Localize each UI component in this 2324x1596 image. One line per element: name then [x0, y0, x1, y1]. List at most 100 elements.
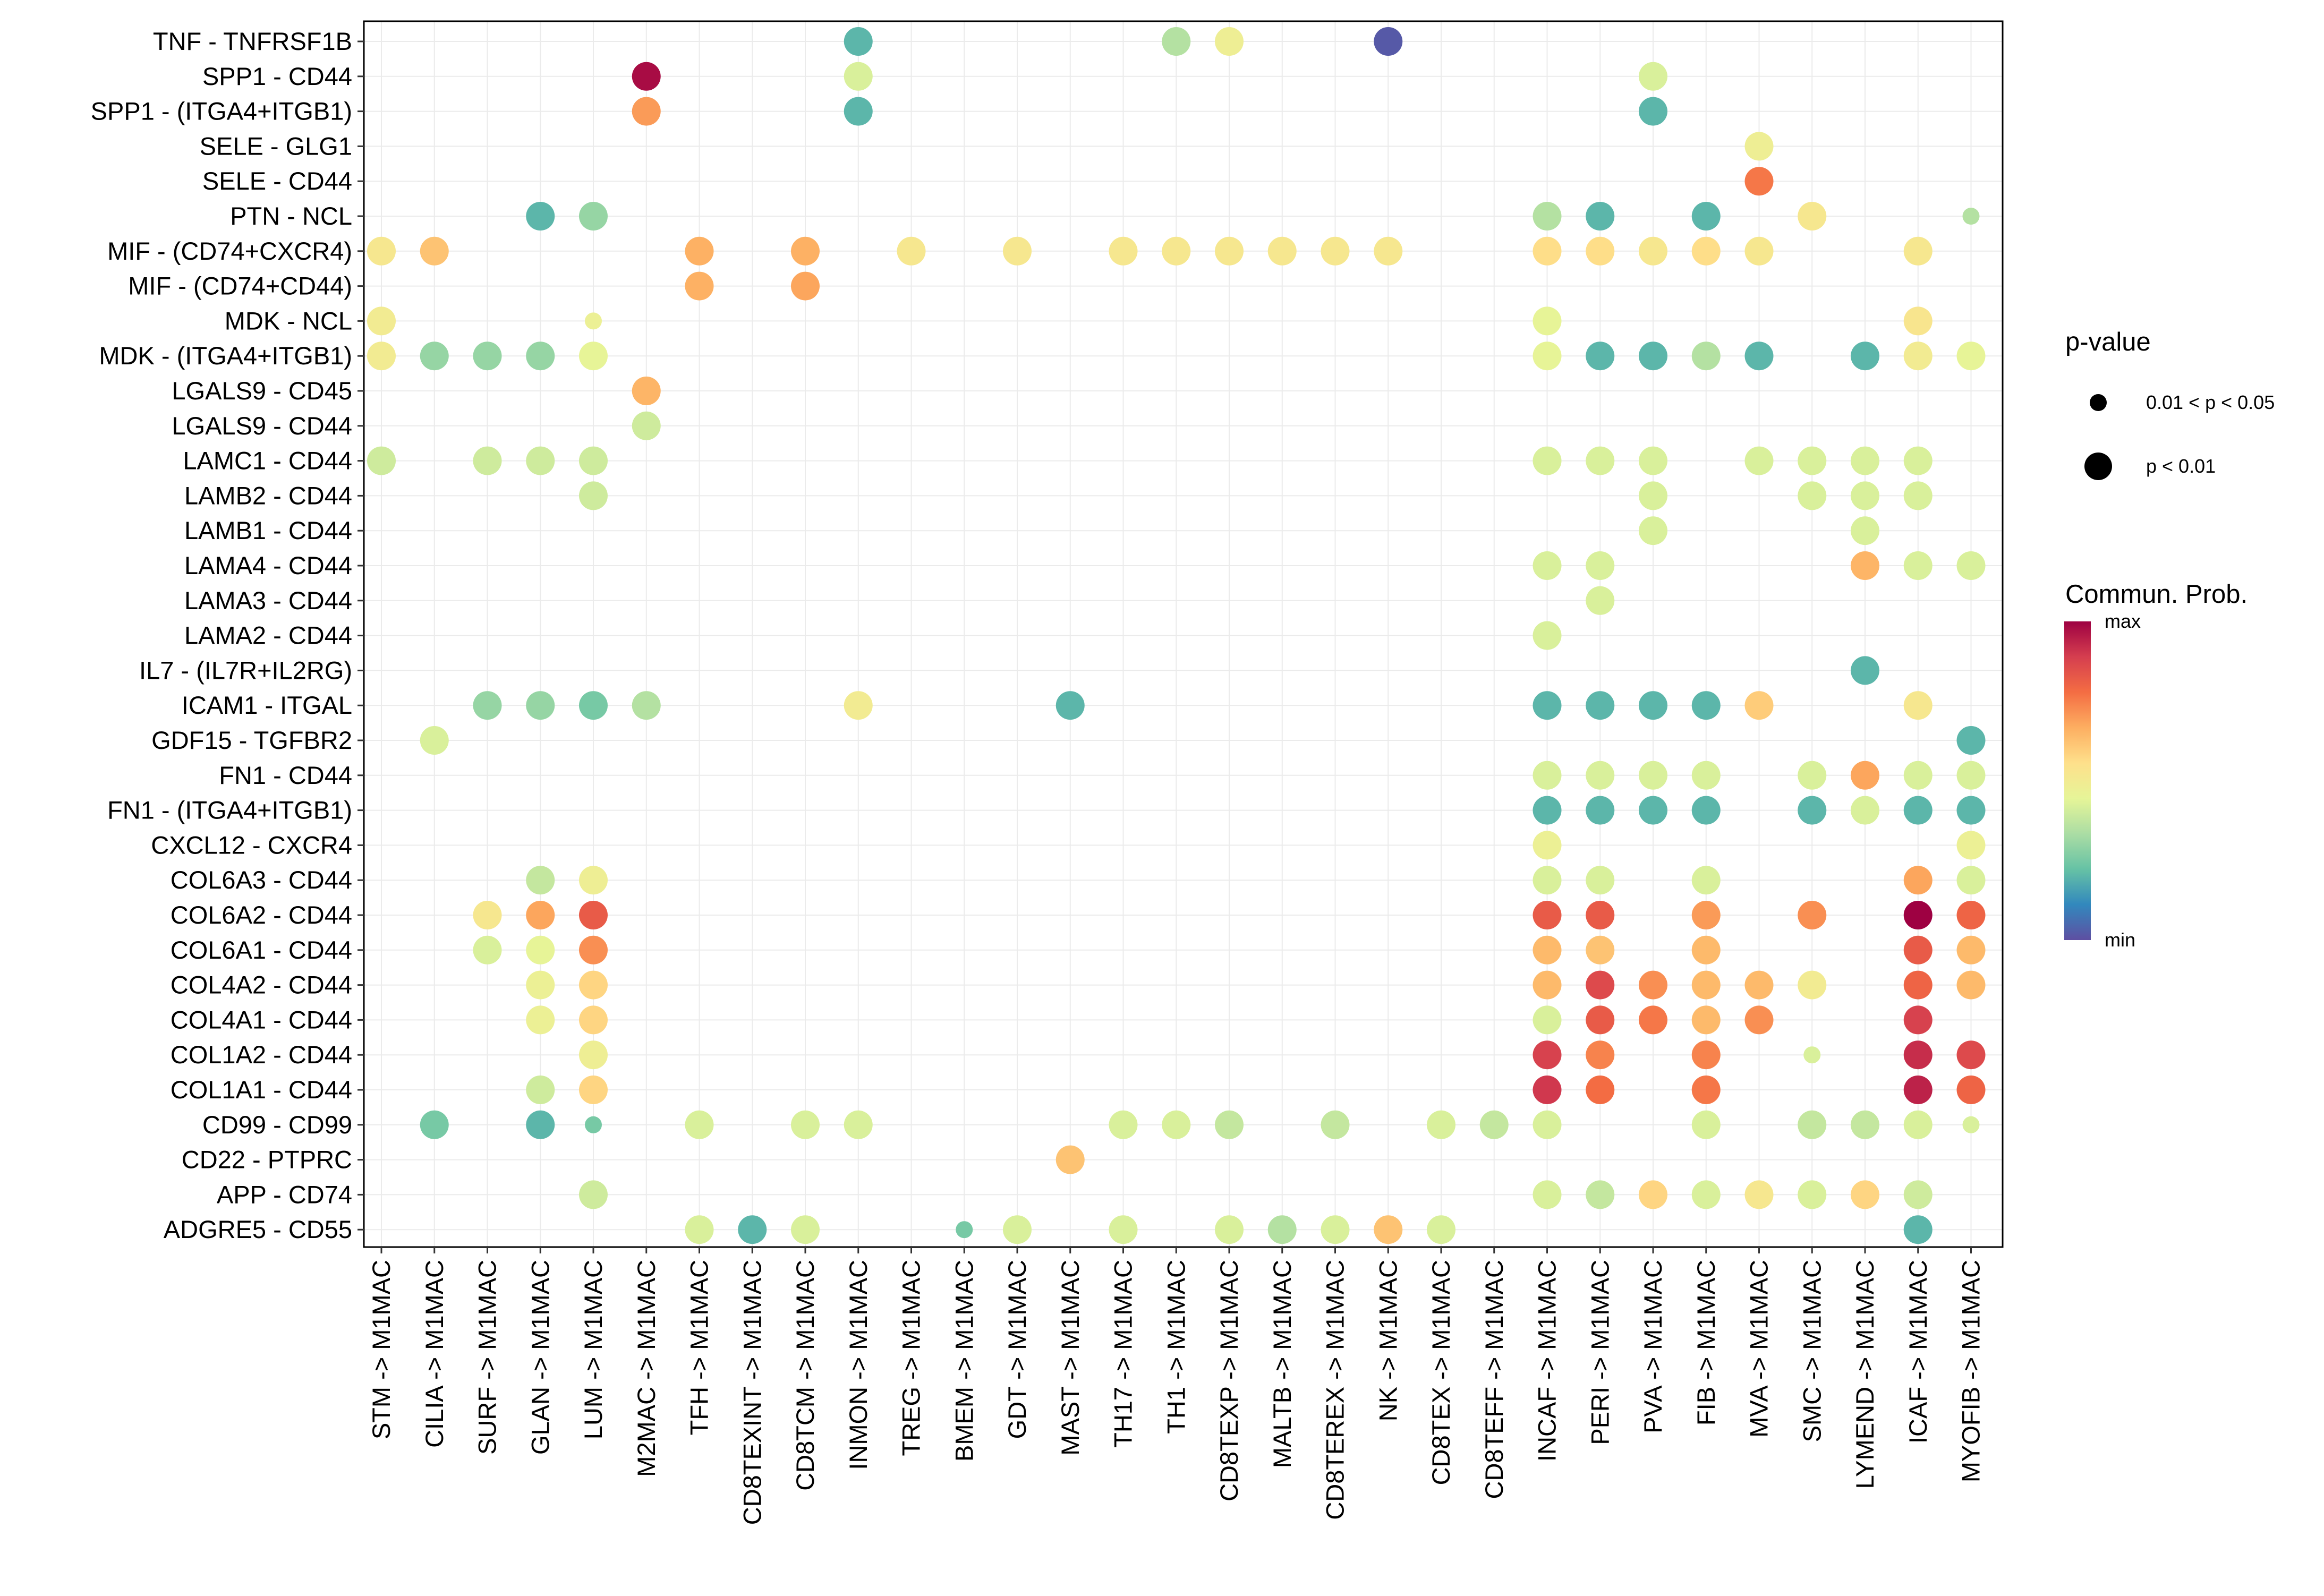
dot-point	[1851, 796, 1879, 825]
y-tick-label: IL7 - (IL7R+IL2RG)	[139, 656, 352, 684]
dot-point	[1744, 132, 1774, 161]
dot-point	[632, 691, 661, 720]
y-tick-label: COL6A1 - CD44	[171, 936, 352, 964]
dot-point	[844, 691, 873, 720]
dot-point	[1003, 1215, 1032, 1244]
x-tick-label: ICAF -> M1MAC	[1904, 1260, 1932, 1444]
dot-point	[367, 446, 396, 475]
dot-point	[579, 866, 608, 895]
dot-point	[1744, 1005, 1774, 1035]
dot-point	[1903, 935, 1933, 965]
dot-point	[1321, 1110, 1350, 1139]
y-tick-label: FN1 - (ITGA4+ITGB1)	[107, 796, 352, 824]
dot-point	[685, 1215, 714, 1244]
dot-point	[1003, 236, 1032, 266]
dot-point	[1691, 1005, 1721, 1035]
dot-point	[1162, 27, 1191, 56]
dot-point	[1851, 1180, 1879, 1209]
dot-point	[1798, 446, 1827, 475]
dot-point	[1374, 236, 1403, 266]
dot-point	[1586, 796, 1615, 825]
dot-point	[1903, 691, 1933, 720]
legend-color-max-label: max	[2105, 610, 2141, 632]
dot-point	[632, 62, 661, 91]
dot-point	[526, 1110, 555, 1139]
x-tick-label: PVA -> M1MAC	[1639, 1260, 1667, 1433]
y-tick-label: COL1A2 - CD44	[171, 1040, 352, 1069]
dot-point	[579, 970, 608, 1000]
dot-point	[1586, 970, 1615, 1000]
x-tick-label: TH1 -> M1MAC	[1162, 1260, 1190, 1434]
dot-point	[1639, 761, 1667, 790]
y-tick-label: MDK - NCL	[225, 306, 352, 335]
dot-point	[1586, 866, 1615, 895]
y-tick-label: COL4A1 - CD44	[171, 1005, 352, 1034]
dot-point	[1903, 1005, 1933, 1035]
dot-point	[1691, 1040, 1721, 1070]
dot-point	[420, 236, 449, 266]
dot-point	[1691, 202, 1721, 231]
y-tick-label: LAMB2 - CD44	[184, 481, 352, 509]
y-tick-label: SPP1 - (ITGA4+ITGB1)	[91, 97, 352, 125]
dot-point	[1903, 761, 1933, 790]
dot-point	[1691, 236, 1721, 266]
dot-point	[1639, 516, 1667, 545]
y-tick-label: APP - CD74	[217, 1180, 352, 1208]
dot-point	[1962, 208, 1980, 225]
dot-point	[1109, 1110, 1138, 1139]
dot-point	[1903, 970, 1933, 1000]
dot-point	[1903, 866, 1933, 895]
dot-point	[1533, 1076, 1562, 1104]
x-tick-label: INMON -> M1MAC	[844, 1260, 872, 1470]
dot-point	[632, 377, 661, 405]
dot-point	[1586, 202, 1615, 231]
legend-color-title: Commun. Prob.	[2065, 580, 2248, 609]
dot-point	[632, 97, 661, 126]
x-tick-label: INCAF -> M1MAC	[1533, 1260, 1561, 1462]
dot-point	[1215, 1215, 1244, 1244]
y-tick-label: ADGRE5 - CD55	[164, 1215, 352, 1243]
x-tick-label: GDT -> M1MAC	[1003, 1260, 1031, 1439]
dot-point	[473, 901, 502, 929]
dot-point	[844, 97, 873, 126]
dot-point	[1215, 236, 1244, 266]
x-tick-label: CD8TEX -> M1MAC	[1427, 1260, 1455, 1485]
dot-point	[1639, 236, 1667, 266]
dot-point	[1533, 901, 1562, 929]
x-tick-label: CD8TEREX -> M1MAC	[1321, 1260, 1349, 1520]
dot-point	[1691, 1110, 1721, 1139]
dot-point	[526, 935, 555, 965]
y-tick-label: COL1A1 - CD44	[171, 1076, 352, 1104]
dot-point	[1691, 970, 1721, 1000]
dot-point	[1851, 446, 1879, 475]
dot-point	[1851, 1110, 1879, 1139]
dot-point	[1586, 1180, 1615, 1209]
dot-point	[1533, 935, 1562, 965]
x-tick-label: TREG -> M1MAC	[897, 1260, 925, 1456]
dot-point	[579, 691, 608, 720]
dot-point	[685, 236, 714, 266]
dot-point	[1744, 1180, 1774, 1209]
dot-point	[1956, 970, 1986, 1000]
dot-point	[844, 62, 873, 91]
x-tick-label: SMC -> M1MAC	[1798, 1260, 1826, 1442]
y-axis: TNF - TNFRSF1B SPP1 - CD44 SPP1 - (ITGA4+I…	[91, 27, 364, 1243]
dot-point	[632, 411, 661, 440]
dot-point	[1533, 866, 1562, 895]
dot-point	[1798, 901, 1827, 929]
y-tick-label: LAMA2 - CD44	[184, 621, 352, 650]
dot-point	[844, 1110, 873, 1139]
dot-point	[1109, 1215, 1138, 1244]
dot-point	[1321, 236, 1350, 266]
dot-point	[1903, 1180, 1933, 1209]
dot-point	[420, 1110, 449, 1139]
dot-point	[473, 342, 502, 371]
dot-point	[1533, 1180, 1562, 1209]
dot-point	[1691, 1076, 1721, 1104]
dot-point	[1533, 796, 1562, 825]
dot-point	[1691, 691, 1721, 720]
dot-point	[1586, 551, 1615, 580]
dot-point	[1533, 446, 1562, 475]
dot-point	[791, 1110, 820, 1139]
